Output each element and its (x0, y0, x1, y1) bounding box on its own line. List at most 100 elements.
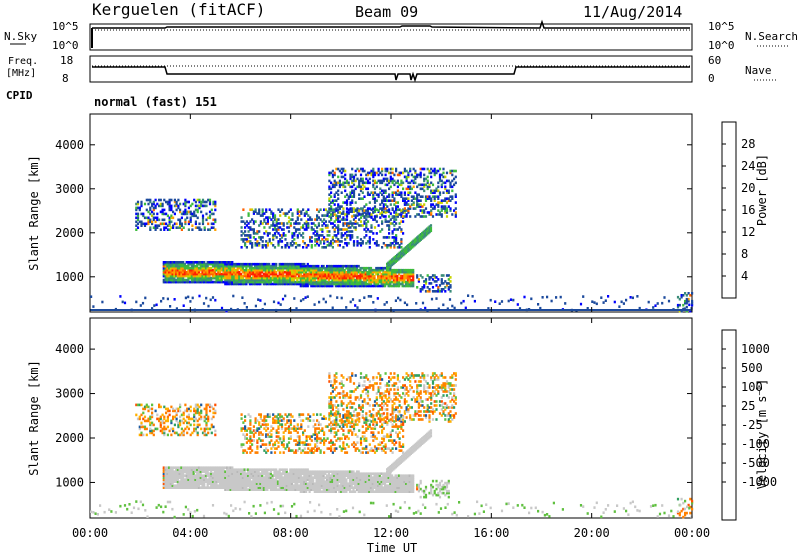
range-gate-cell (340, 228, 343, 231)
range-gate-cell (389, 175, 392, 179)
range-gate-cell (373, 181, 377, 185)
range-gate-cell (250, 468, 253, 471)
range-gate-cell (351, 210, 354, 213)
range-gate-cell (391, 263, 394, 267)
range-gate-cell (236, 274, 239, 278)
range-gate-cell (421, 205, 424, 208)
range-gate-cell (334, 482, 337, 485)
range-gate-cell (423, 284, 426, 287)
range-gate-cell (206, 278, 209, 282)
range-gate-cell (258, 230, 261, 233)
range-gate-cell (211, 472, 215, 475)
range-gate-cell (264, 264, 267, 268)
range-gate-cell (400, 242, 403, 245)
range-gate-cell (373, 173, 377, 177)
range-gate-cell (255, 266, 258, 270)
range-gate-cell (317, 474, 320, 477)
range-gate-cell (340, 278, 343, 282)
range-gate-cell (197, 472, 201, 475)
range-gate-cell (258, 242, 261, 245)
range-gate-cell (269, 478, 272, 481)
range-gate-cell (170, 206, 173, 210)
range-gate-cell (329, 484, 332, 487)
range-gate-cell (264, 270, 267, 274)
range-gate-cell (196, 274, 199, 278)
range-gate-cell (318, 300, 321, 304)
range-gate-cell (319, 272, 322, 276)
range-gate-cell (172, 216, 175, 220)
range-gate-cell (196, 482, 199, 485)
range-gate-cell (384, 169, 387, 173)
range-gate-cell (397, 252, 400, 256)
range-gate-cell (351, 215, 354, 218)
range-gate-cell (337, 228, 340, 231)
range-gate-cell (373, 484, 376, 487)
range-gate-cell (341, 478, 344, 481)
range-gate-cell (333, 488, 336, 491)
range-gate-cell (238, 488, 241, 491)
range-gate-cell (337, 232, 340, 235)
range-gate-cell (297, 484, 301, 487)
range-gate-cell (321, 228, 324, 231)
range-gate-cell (175, 261, 178, 264)
range-gate-cell (392, 257, 395, 260)
range-gate-cell (135, 202, 138, 206)
range-gate-cell (342, 167, 345, 171)
range-gate-cell (330, 191, 333, 194)
range-gate-cell (365, 226, 368, 229)
range-gate-cell (299, 484, 302, 487)
range-gate-cell (305, 222, 308, 225)
range-gate-cell (417, 240, 420, 244)
range-gate-cell (149, 218, 152, 222)
range-gate-cell (259, 222, 262, 225)
range-gate-cell (338, 207, 341, 210)
range-gate-cell (203, 466, 206, 469)
range-gate-cell (361, 179, 364, 183)
range-gate-cell (149, 208, 152, 212)
range-gate-cell (350, 490, 353, 493)
range-gate-cell (208, 274, 211, 278)
range-gate-cell (348, 482, 352, 485)
range-gate-cell (336, 474, 339, 477)
range-gate-cell (359, 224, 363, 227)
range-gate-cell (424, 215, 428, 218)
range-gate-cell (370, 224, 373, 227)
range-gate-cell (356, 167, 359, 171)
range-gate-cell (247, 478, 250, 481)
range-gate-cell (283, 484, 287, 487)
range-gate-cell (373, 242, 377, 245)
range-gate-cell (377, 480, 380, 483)
range-gate-cell (414, 240, 417, 243)
range-gate-cell (366, 276, 369, 280)
range-gate-cell (299, 266, 302, 270)
range-gate-cell (351, 191, 354, 194)
range-gate-cell (333, 472, 336, 475)
range-gate-cell (350, 278, 353, 282)
range-gate-cell (261, 244, 264, 247)
range-gate-cell (433, 274, 436, 277)
range-gate-cell (201, 474, 204, 477)
range-gate-cell (389, 179, 392, 183)
range-gate-cell (392, 268, 395, 272)
range-gate-cell (438, 211, 442, 214)
range-gate-cell (164, 476, 167, 479)
range-gate-cell (331, 201, 334, 204)
range-gate-cell (331, 183, 334, 187)
range-gate-cell (215, 261, 218, 264)
range-gate-cell (194, 204, 197, 208)
range-gate-cell (233, 276, 236, 280)
range-gate-cell (284, 214, 287, 217)
range-gate-cell (406, 284, 409, 288)
range-gate-cell (190, 272, 193, 276)
range-gate-cell (183, 266, 186, 270)
range-gate-cell (312, 484, 315, 487)
range-gate-cell (290, 268, 294, 272)
range-gate-cell (278, 484, 281, 487)
range-gate-cell (308, 282, 311, 286)
range-gate-cell (335, 207, 338, 210)
range-gate-cell (334, 490, 337, 493)
range-gate-cell (296, 262, 299, 266)
range-gate-cell (333, 484, 336, 487)
range-gate-cell (189, 274, 192, 278)
range-gate-cell (233, 482, 236, 485)
